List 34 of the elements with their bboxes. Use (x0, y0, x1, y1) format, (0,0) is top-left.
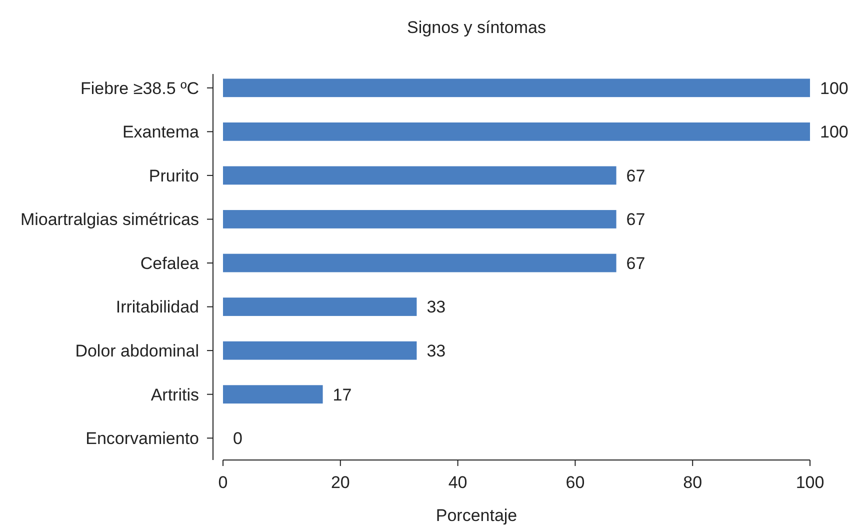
bar (223, 298, 417, 316)
data-label: 67 (626, 254, 646, 273)
y-tick-label: Prurito (148, 166, 199, 186)
y-tick-label: Encorvamiento (86, 429, 199, 448)
data-label: 0 (233, 429, 242, 448)
y-tick-label: Dolor abdominal (75, 342, 199, 361)
x-tick-label: 0 (218, 473, 228, 492)
bar (223, 254, 616, 272)
data-label: 100 (820, 122, 848, 142)
chart-title: Signos y síntomas (407, 18, 546, 37)
y-tick-label: Artritis (150, 385, 199, 404)
data-label: 67 (626, 210, 646, 230)
bar (223, 341, 417, 360)
x-tick-label: 20 (330, 473, 350, 492)
data-label: 33 (426, 298, 446, 317)
data-label: 100 (820, 78, 848, 98)
x-tick-label: 40 (448, 473, 468, 492)
bar (223, 122, 810, 141)
x-axis-title: Porcentaje (436, 506, 518, 525)
y-tick-label: Irritabilidad (116, 298, 199, 317)
x-tick-label: 60 (566, 473, 585, 492)
data-label: 17 (332, 385, 352, 404)
bar (223, 210, 616, 228)
bar (223, 385, 323, 404)
y-tick-label: Exantema (122, 122, 200, 142)
bar (223, 78, 810, 98)
bar (223, 166, 616, 185)
data-label: 67 (626, 166, 646, 186)
x-tick-label: 100 (796, 473, 824, 492)
x-tick-label: 80 (683, 473, 702, 492)
data-label: 33 (426, 342, 446, 361)
y-tick-label: Mioartralgias simétricas (20, 210, 199, 230)
y-tick-label: Fiebre ≥38.5 ºC (80, 78, 199, 98)
y-tick-label: Cefalea (140, 254, 200, 273)
